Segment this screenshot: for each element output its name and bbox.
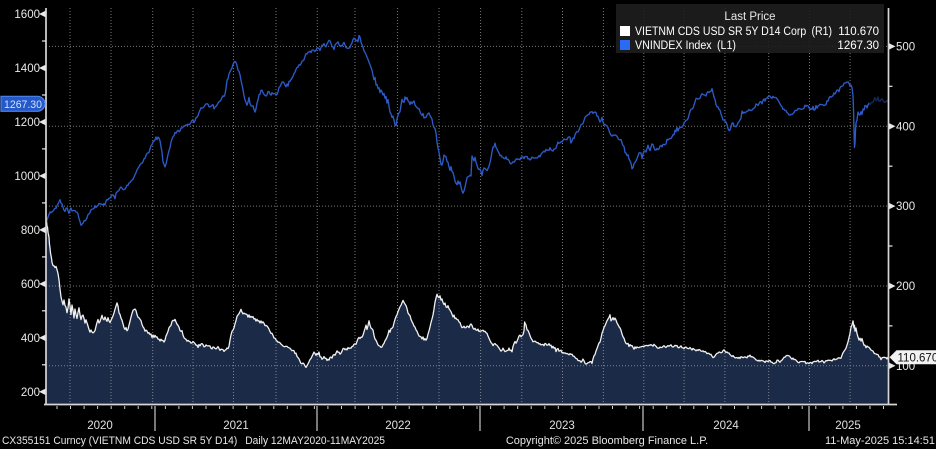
svg-text:2022: 2022 — [385, 420, 411, 432]
svg-text:600: 600 — [21, 279, 40, 291]
svg-text:11-May-2025 15:14:51: 11-May-2025 15:14:51 — [825, 435, 935, 447]
svg-text:1267.30: 1267.30 — [837, 40, 879, 52]
svg-text:1600: 1600 — [14, 9, 40, 21]
svg-text:2025: 2025 — [835, 420, 861, 432]
svg-text:1000: 1000 — [14, 171, 40, 183]
svg-text:2024: 2024 — [713, 420, 739, 432]
svg-text:2023: 2023 — [549, 420, 575, 432]
svg-text:2020: 2020 — [87, 420, 113, 432]
svg-text:1267.30: 1267.30 — [4, 99, 42, 111]
svg-text:400: 400 — [21, 333, 40, 345]
svg-text:Last Price: Last Price — [724, 11, 775, 23]
svg-text:CX355151 Curncy (VIETNM CDS US: CX355151 Curncy (VIETNM CDS USD SR 5Y D1… — [2, 435, 385, 447]
svg-text:200: 200 — [896, 281, 915, 293]
svg-text:VNINDEX Index (L1): VNINDEX Index (L1) — [635, 40, 736, 52]
svg-text:200: 200 — [21, 387, 40, 399]
svg-text:1400: 1400 — [14, 63, 40, 75]
svg-text:500: 500 — [896, 41, 915, 53]
svg-text:110.670: 110.670 — [898, 352, 936, 364]
svg-text:VIETNM CDS USD SR 5Y D14 Corp: VIETNM CDS USD SR 5Y D14 Corp (R1) — [635, 26, 832, 38]
svg-text:2021: 2021 — [223, 420, 249, 432]
svg-text:300: 300 — [896, 201, 915, 213]
svg-text:400: 400 — [896, 121, 915, 133]
svg-text:Copyright© 2025 Bloomberg Fina: Copyright© 2025 Bloomberg Finance L.P. — [506, 435, 708, 447]
svg-text:110.670: 110.670 — [838, 26, 879, 38]
svg-text:800: 800 — [21, 225, 40, 237]
svg-text:1200: 1200 — [14, 117, 40, 129]
